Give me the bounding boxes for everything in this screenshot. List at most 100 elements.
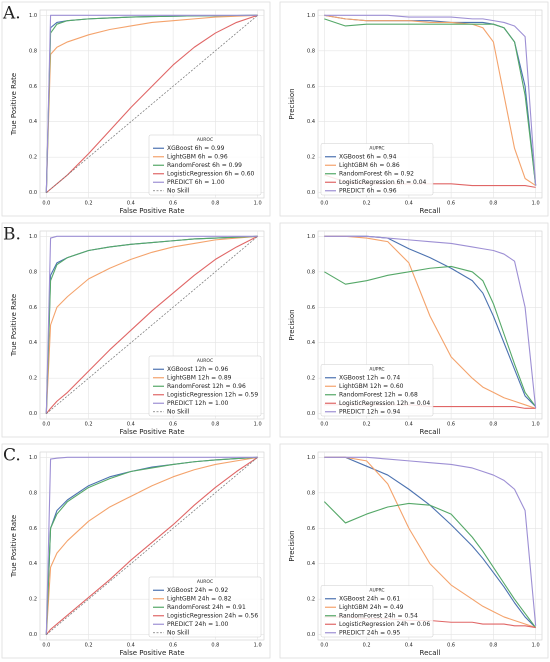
x-tick-label: 1.0 [254, 422, 262, 428]
series-line [46, 236, 258, 414]
y-tick-label: 0.8 [307, 48, 315, 54]
x-tick-label: 1.0 [532, 643, 540, 649]
panel-label: A. [2, 4, 21, 24]
legend-label: RandomForest 12h = 0.96 [167, 383, 246, 390]
y-tick-label: 0.8 [307, 490, 315, 496]
x-tick-label: 0.8 [489, 422, 497, 428]
y-tick-label: 1.0 [307, 234, 315, 240]
y-tick-label: 0.8 [29, 490, 37, 496]
y-axis-label: Precision [288, 530, 296, 561]
legend-label: PREDICT 24h = 1.00 [167, 621, 229, 628]
x-axis-label: False Positive Rate [119, 428, 184, 436]
x-tick-label: 0.6 [447, 643, 455, 649]
series-line [45, 235, 258, 414]
legend-title: AUROC [197, 137, 213, 143]
legend-label: LightGBM 24h = 0.49 [339, 604, 404, 611]
series-line [324, 14, 536, 187]
legend-label: LightGBM 12h = 0.60 [339, 383, 404, 390]
x-axis-label: False Positive Rate [119, 649, 184, 657]
legend-title: AUPRC [369, 588, 384, 594]
y-tick-label: 0.4 [307, 561, 315, 567]
y-tick-label: 0.6 [307, 526, 315, 532]
legend-label: PREDICT 12h = 0.94 [339, 408, 401, 415]
x-tick-label: 0.0 [320, 201, 328, 207]
x-tick-label: 0.0 [42, 422, 50, 428]
legend-label: LogisticRegression 24h = 0.56 [167, 612, 258, 619]
series-line [45, 14, 258, 193]
y-tick-label: 0.4 [29, 119, 37, 125]
legend-label: LightGBM 6h = 0.86 [339, 162, 400, 169]
legend-box [320, 143, 434, 196]
legend-label: XGBoost 12h = 0.96 [167, 366, 228, 373]
x-tick-label: 0.6 [169, 422, 177, 428]
series-line [45, 235, 258, 414]
x-tick-label: 0.2 [363, 201, 371, 207]
legend-label: RandomForest 24h = 0.54 [339, 612, 418, 619]
y-tick-label: 0.8 [29, 48, 37, 54]
legend-label: LightGBM 6h = 0.96 [167, 153, 228, 160]
x-axis-label: Recall [420, 649, 441, 657]
legend-title: AUROC [197, 358, 213, 364]
legend-label: XGBoost 24h = 0.61 [339, 595, 400, 602]
legend-label: LogisticRegression 6h = 0.04 [339, 179, 427, 186]
legend-label: XGBoost 12h = 0.74 [339, 374, 400, 381]
x-tick-label: 1.0 [254, 201, 262, 207]
series-line [323, 501, 537, 628]
series-line [324, 456, 537, 626]
legend-box [148, 355, 262, 417]
panel-label: C. [3, 446, 21, 466]
series-line [45, 235, 258, 415]
series-line [324, 14, 537, 186]
y-tick-label: 0.6 [29, 305, 37, 311]
x-tick-label: 0.6 [447, 201, 455, 207]
series-line [45, 456, 258, 636]
x-tick-label: 0.4 [127, 422, 135, 428]
legend-box [148, 576, 262, 638]
x-tick-label: 0.2 [85, 643, 93, 649]
y-tick-label: 0.8 [29, 269, 37, 275]
legend-label: XGBoost 24h = 0.92 [167, 587, 228, 594]
y-tick-label: 0.2 [307, 597, 315, 603]
x-tick-label: 0.2 [363, 643, 371, 649]
series-line [45, 456, 258, 635]
x-axis-label: Recall [420, 207, 441, 215]
legend-label: RandomForest 6h = 0.99 [167, 162, 242, 169]
x-tick-label: 0.6 [447, 422, 455, 428]
y-tick-label: 0.6 [29, 526, 37, 532]
series-line [45, 14, 258, 193]
series-line [324, 456, 536, 629]
legend-label: PREDICT 6h = 1.00 [167, 179, 225, 186]
y-tick-label: 0.4 [307, 340, 315, 346]
panel-label: B. [3, 225, 21, 245]
y-tick-label: 0.6 [307, 84, 315, 90]
x-axis-label: Recall [420, 428, 441, 436]
x-tick-label: 0.4 [127, 643, 135, 649]
series-line [324, 456, 537, 628]
legend-label: RandomForest 6h = 0.92 [339, 170, 414, 177]
x-tick-label: 0.4 [127, 201, 135, 207]
legend-label: LightGBM 24h = 0.82 [167, 595, 232, 602]
x-axis-label: False Positive Rate [119, 207, 184, 215]
legend-label: LogisticRegression 24h = 0.06 [339, 621, 430, 628]
legend-label: No Skill [167, 408, 190, 415]
x-tick-label: 0.8 [211, 643, 219, 649]
x-tick-label: 0.8 [211, 201, 219, 207]
legend-title: AUROC [197, 579, 213, 585]
series-line [46, 15, 258, 193]
legend-label: No Skill [167, 629, 190, 636]
y-tick-label: 0.4 [29, 340, 37, 346]
legend-box [320, 585, 434, 638]
y-axis-label: True Positive Rate [10, 73, 18, 136]
legend-label: LogisticRegression 6h = 0.60 [167, 170, 255, 177]
x-tick-label: 0.2 [85, 201, 93, 207]
x-tick-label: 0.4 [405, 201, 413, 207]
y-tick-label: 0.2 [29, 155, 37, 161]
y-tick-label: 0.2 [29, 376, 37, 382]
series-line [45, 235, 258, 414]
legend-label: PREDICT 24h = 0.95 [339, 629, 401, 636]
series-line [45, 456, 258, 635]
legend-label: PREDICT 12h = 1.00 [167, 400, 229, 407]
x-tick-label: 0.0 [320, 422, 328, 428]
legend-label: RandomForest 12h = 0.68 [339, 391, 418, 398]
y-tick-label: 0.2 [29, 597, 37, 603]
